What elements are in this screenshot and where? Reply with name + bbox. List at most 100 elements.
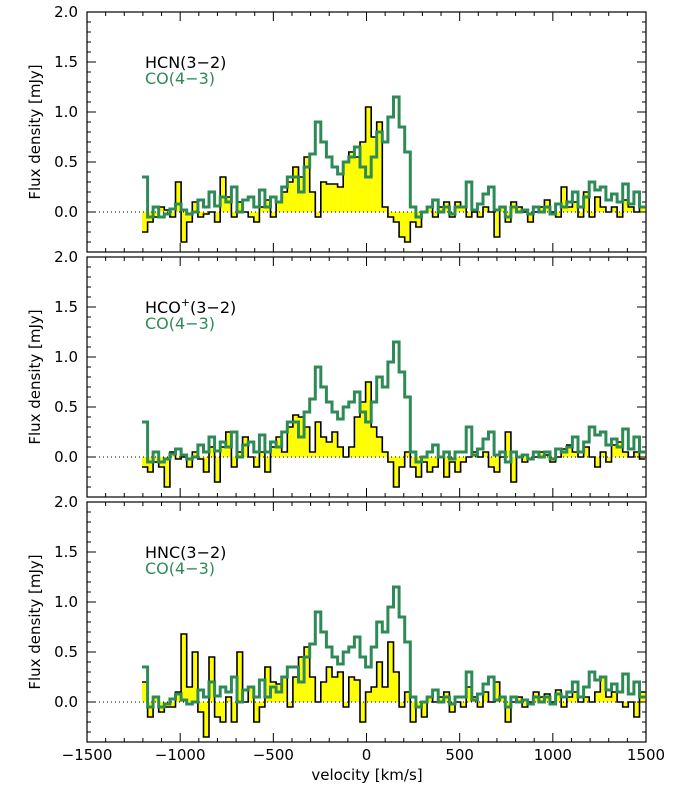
- y-tick-label: 0.5: [54, 153, 78, 171]
- fill-bar: [332, 432, 338, 457]
- fill-bar: [253, 702, 260, 722]
- fill-bar: [348, 152, 355, 212]
- fill-bar: [298, 657, 305, 702]
- fill-bar: [270, 447, 277, 457]
- fill-bar: [175, 457, 182, 459]
- legend-co-label: CO(4−3): [145, 559, 215, 578]
- fill-bar: [466, 687, 472, 702]
- fill-bar: [455, 457, 461, 472]
- x-axis-labels: −1500 −1000 −500 0 500 1000 1500: [62, 746, 665, 764]
- fill-bar: [153, 697, 159, 702]
- fill-bar: [611, 445, 618, 457]
- fill-bar: [220, 447, 226, 457]
- x-tick-label: 0: [362, 746, 372, 764]
- fill-bar: [309, 677, 316, 702]
- fill-bar: [432, 457, 439, 467]
- fill-bar: [192, 652, 198, 702]
- fill-bar: [494, 212, 500, 237]
- fill-bar: [214, 702, 221, 717]
- fill-bar: [225, 432, 232, 457]
- fill-bar: [197, 212, 204, 217]
- fill-bar: [371, 137, 377, 212]
- fill-bar: [466, 212, 472, 217]
- fill-bar: [343, 702, 349, 707]
- fill-bar: [264, 667, 271, 702]
- fill-bar: [617, 442, 623, 457]
- fill-bar: [404, 452, 411, 457]
- fill-bar: [142, 682, 148, 702]
- fill-bar: [365, 107, 372, 212]
- fill-bar: [309, 452, 316, 457]
- fill-bar: [488, 457, 495, 467]
- legend-series-label: HCO+(3−2): [145, 296, 236, 317]
- fill-bar: [572, 452, 578, 457]
- fill-bar: [309, 192, 316, 212]
- y-tick-label: 1.5: [54, 543, 78, 561]
- fill-bar: [142, 457, 148, 467]
- fill-bar: [404, 212, 411, 242]
- fill-bar: [214, 457, 221, 482]
- y-tick-label: 0.5: [54, 398, 78, 416]
- fill-bar: [354, 417, 360, 457]
- fill-bar: [443, 457, 450, 477]
- fill-bar: [320, 182, 327, 212]
- fill-bar: [175, 182, 182, 212]
- fill-bar: [371, 427, 377, 457]
- fill-bar: [410, 702, 416, 722]
- fill-bar: [639, 457, 646, 459]
- fill-bar: [572, 202, 578, 212]
- fill-bar: [231, 702, 237, 722]
- fill-bar: [617, 212, 623, 217]
- fill-bar: [622, 200, 629, 212]
- fill-bar: [203, 457, 210, 472]
- fill-bar: [387, 457, 394, 462]
- fill-bar: [343, 162, 349, 212]
- fill-bar: [292, 677, 299, 702]
- fill-bar: [494, 682, 500, 702]
- fill-bar: [264, 457, 271, 472]
- fill-bar: [410, 212, 416, 222]
- fill-bar: [153, 212, 159, 217]
- fill-bar: [354, 680, 360, 702]
- fill-bar: [393, 672, 400, 702]
- fill-bar: [538, 207, 545, 212]
- fill-bar: [399, 702, 405, 707]
- x-tick-label: −1000: [155, 746, 206, 764]
- fill-bar: [365, 692, 372, 702]
- fill-bar: [611, 692, 618, 702]
- panel-hcn: 0.0 0.5 1.0 1.5 2.0 Flux density [mJy] HCN(3−2…: [26, 3, 647, 253]
- co-series-line: [142, 585, 646, 709]
- fill-bar: [594, 692, 601, 702]
- y-tick-label: 0.0: [54, 693, 78, 711]
- fill-bar: [483, 207, 489, 212]
- fill-bar: [438, 207, 444, 212]
- fill-bar: [320, 437, 327, 457]
- fill-bar: [421, 457, 428, 462]
- fill-bar: [600, 452, 606, 457]
- fill-bar: [360, 142, 366, 212]
- fill-bar: [410, 457, 416, 467]
- fill-bar: [544, 455, 550, 457]
- fill-bar: [348, 677, 355, 702]
- fill-bar: [387, 642, 394, 702]
- fill-bar: [371, 687, 377, 702]
- fill-bar: [186, 687, 193, 702]
- fill-bar: [237, 652, 243, 702]
- y-tick-label: 0.0: [54, 448, 78, 466]
- fill-bar: [281, 677, 288, 702]
- fill-bar: [315, 212, 321, 217]
- fill-bar: [197, 457, 204, 459]
- fill-bar: [337, 187, 344, 212]
- fill-bar: [639, 207, 646, 212]
- fill-bar: [404, 692, 411, 702]
- fill-bar: [522, 702, 528, 707]
- fill-bar: [415, 457, 422, 477]
- fill-bar: [566, 445, 573, 457]
- fill-bar: [248, 687, 254, 702]
- co-series-line: [142, 95, 646, 219]
- fill-bar: [332, 184, 338, 212]
- fill-bar: [320, 682, 327, 702]
- fill-bar: [326, 442, 332, 457]
- fill-bar: [287, 702, 293, 707]
- fill-bar: [460, 702, 467, 707]
